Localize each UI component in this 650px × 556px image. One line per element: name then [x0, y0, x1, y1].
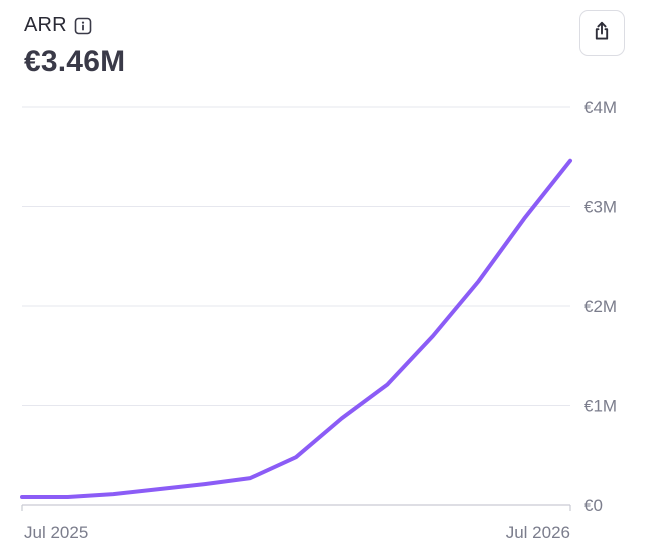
y-tick-label: €0	[584, 496, 603, 515]
share-button[interactable]	[579, 10, 625, 56]
y-tick-label: €3M	[584, 198, 617, 217]
chart-header: ARR €3.46M	[24, 14, 125, 79]
series	[20, 158, 572, 499]
x-tick-label: Jul 2026	[506, 523, 570, 542]
grid-lines	[22, 106, 570, 406]
y-tick-label: €1M	[584, 397, 617, 416]
info-icon[interactable]	[74, 17, 92, 35]
y-tick-label: €4M	[584, 98, 617, 117]
x-axis: Jul 2025 Jul 2026	[21, 504, 571, 542]
arr-series-line	[20, 158, 572, 499]
metric-value: €3.46M	[24, 45, 126, 78]
x-tick-label: Jul 2025	[24, 523, 88, 542]
metric-title: ARR	[24, 14, 67, 36]
y-tick-label: €2M	[584, 297, 617, 316]
share-icon	[593, 21, 611, 46]
title-row: ARR	[24, 14, 125, 37]
y-tick-labels: €0 €1M €2M €3M €4M	[584, 98, 617, 515]
